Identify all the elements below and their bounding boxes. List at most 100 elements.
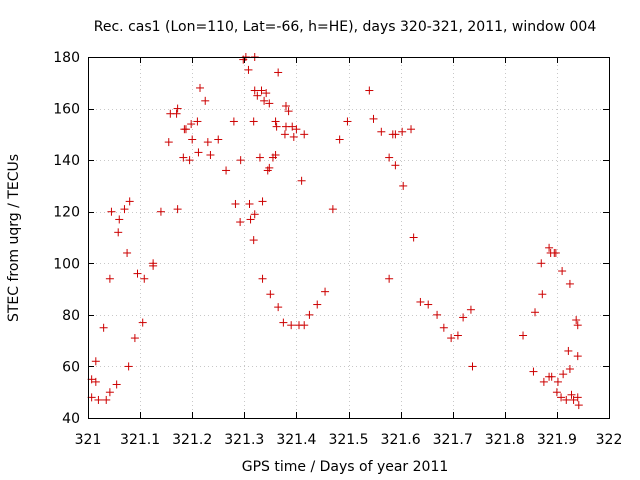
data-point	[231, 199, 240, 208]
data-point	[245, 199, 254, 208]
x-tick-label: 321.4	[276, 432, 316, 448]
data-point	[140, 274, 149, 283]
data-point	[214, 135, 223, 144]
data-point	[271, 150, 280, 159]
y-tick-label: 140	[53, 153, 80, 169]
data-point	[133, 269, 142, 278]
data-point	[262, 89, 271, 98]
data-point	[292, 125, 301, 134]
data-point	[466, 305, 475, 314]
data-point	[385, 274, 394, 283]
data-point	[377, 127, 386, 136]
data-point	[328, 205, 337, 214]
grid	[88, 57, 609, 418]
data-point	[206, 150, 215, 159]
x-tick-label: 321.1	[120, 432, 160, 448]
data-point	[398, 127, 407, 136]
data-point	[138, 318, 147, 327]
data-point	[279, 318, 288, 327]
y-tick-label: 80	[62, 308, 80, 324]
x-tick-label: 321.2	[172, 432, 212, 448]
data-point	[407, 125, 416, 134]
data-point	[179, 153, 188, 162]
data-point	[105, 388, 114, 397]
x-tick-label: 321.3	[224, 432, 264, 448]
y-tick-label: 180	[53, 50, 80, 66]
x-tick-label: 321.8	[485, 432, 525, 448]
data-point	[201, 96, 210, 105]
data-point	[284, 107, 293, 116]
data-point	[545, 243, 554, 252]
data-point	[102, 395, 111, 404]
data-point	[300, 130, 309, 139]
x-tick-label: 322	[596, 432, 623, 448]
data-point	[236, 156, 245, 165]
data-point	[107, 207, 116, 216]
data-point	[300, 321, 309, 330]
data-point	[236, 218, 245, 227]
x-tick-label: 321.6	[381, 432, 421, 448]
data-point	[558, 267, 567, 276]
x-tick-label: 321.5	[328, 432, 368, 448]
data-point	[222, 166, 231, 175]
data-point	[265, 99, 274, 108]
data-point	[123, 248, 132, 257]
data-point	[424, 300, 433, 309]
x-tick-label: 321	[75, 432, 102, 448]
y-axis-label: STEC from uqrg / TECUs	[6, 154, 22, 322]
data-point	[185, 156, 194, 165]
data-point	[250, 86, 259, 95]
data-point	[115, 215, 124, 224]
data-point	[572, 316, 581, 325]
data-point	[567, 390, 576, 399]
data-point	[149, 259, 158, 268]
data-point	[313, 300, 322, 309]
data-point	[321, 287, 330, 296]
data-point	[439, 323, 448, 332]
data-point	[551, 248, 560, 257]
data-point	[565, 279, 574, 288]
data-point	[99, 323, 108, 332]
data-point	[187, 120, 196, 129]
axis-ticks	[88, 57, 610, 419]
data-point	[258, 274, 267, 283]
data-point	[369, 114, 378, 123]
data-point	[246, 215, 255, 224]
data-point	[453, 331, 462, 340]
data-point	[305, 310, 314, 319]
data-point	[529, 367, 538, 376]
data-point	[553, 377, 562, 386]
data-point	[552, 388, 561, 397]
data-point	[287, 321, 296, 330]
data-point	[409, 233, 418, 242]
data-point	[258, 197, 267, 206]
data-point	[194, 148, 203, 157]
data-point	[569, 395, 578, 404]
data-point	[249, 236, 258, 245]
data-point	[564, 346, 573, 355]
y-tick-label: 40	[62, 411, 80, 427]
data-point	[94, 395, 103, 404]
data-point	[573, 352, 582, 361]
data-point	[538, 290, 547, 299]
data-point	[130, 334, 139, 343]
data-point	[244, 65, 253, 74]
y-tick-label: 60	[62, 359, 80, 375]
data-point	[574, 401, 583, 410]
data-point	[203, 138, 212, 147]
data-point	[156, 207, 165, 216]
data-point	[105, 274, 114, 283]
data-point	[257, 86, 266, 95]
data-point	[365, 86, 374, 95]
x-tick-label: 321.9	[537, 432, 577, 448]
data-point	[125, 197, 134, 206]
x-axis-label: GPS time / Days of year 2011	[242, 459, 449, 475]
data-point	[260, 96, 269, 105]
data-point	[280, 130, 289, 139]
data-point	[562, 395, 571, 404]
data-point	[433, 310, 442, 319]
data-point	[573, 321, 582, 330]
data-point	[539, 377, 548, 386]
data-point	[281, 101, 290, 110]
